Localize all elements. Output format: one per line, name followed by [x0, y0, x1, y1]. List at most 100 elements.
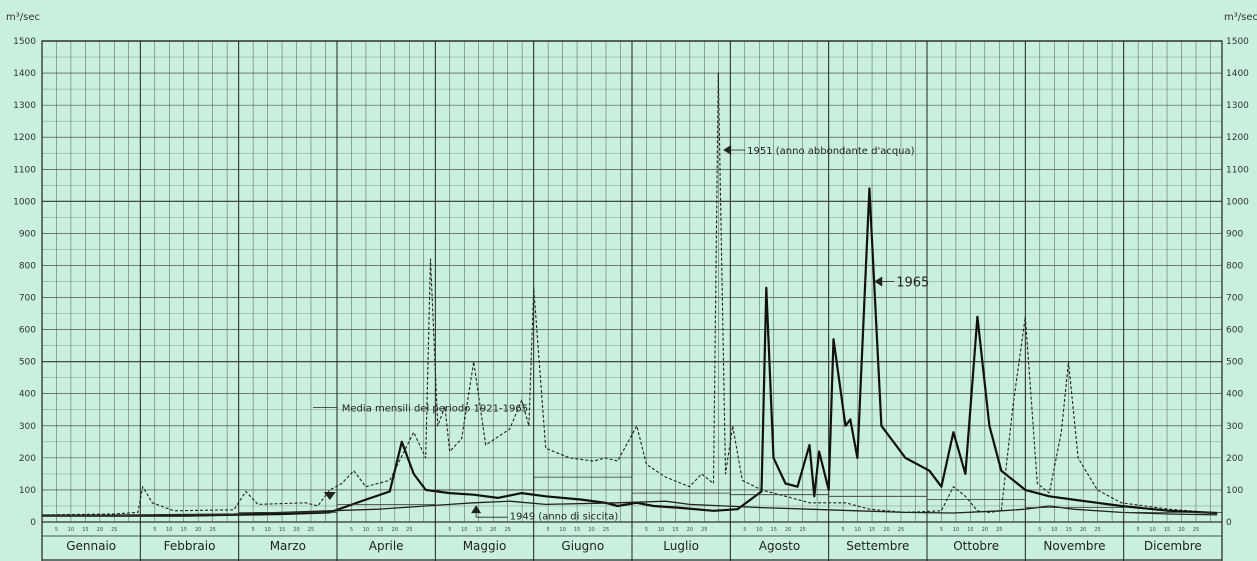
day-tick-label: 20 [1080, 527, 1086, 533]
y-tick-label-right: 800 [1226, 261, 1243, 271]
y-tick-label-left: 100 [19, 486, 36, 496]
day-tick-label: 15 [476, 527, 482, 533]
label-monthly-mean: Media mensili del periodo 1921-1965 [342, 404, 528, 415]
month-label: Ottobre [953, 539, 999, 553]
month-label: Marzo [270, 539, 306, 553]
day-tick-label: 5 [252, 527, 255, 533]
y-tick-label-right: 1300 [1226, 101, 1249, 111]
y-axis: 0 0 100 100 200 200 300 300 400 400 500 500 600 600 70… [13, 37, 1249, 528]
day-tick-label: 5 [1137, 527, 1140, 533]
day-tick-label: 5 [153, 527, 156, 533]
x-axis-months: 5 10 15 20 25 Gennaio 5 10 15 20 25 Febbraio 5 10 15 20… [55, 527, 1202, 553]
day-tick-label: 15 [869, 527, 875, 533]
y-tick-label-right: 300 [1226, 422, 1243, 432]
day-tick-label: 25 [308, 527, 314, 533]
y-tick-label-left: 1000 [13, 197, 36, 207]
y-tick-label-right: 900 [1226, 229, 1243, 239]
grid [41, 40, 1223, 561]
day-tick-label: 10 [264, 527, 270, 533]
day-tick-label: 5 [1038, 527, 1041, 533]
day-tick-label: 25 [504, 527, 510, 533]
month-label: Luglio [663, 539, 699, 553]
day-tick-label: 15 [574, 527, 580, 533]
arrow-1949 [471, 505, 482, 514]
y-tick-label-left: 300 [19, 422, 36, 432]
month-label: Maggio [463, 539, 507, 553]
day-tick-label: 5 [940, 527, 943, 533]
month-label: Giugno [561, 539, 604, 553]
y-tick-label-right: 500 [1226, 358, 1243, 368]
y-tick-label-right: 1500 [1226, 37, 1249, 47]
day-tick-label: 10 [363, 527, 369, 533]
day-tick-label: 10 [1149, 527, 1155, 533]
y-tick-label-right: 1100 [1226, 165, 1249, 175]
label-1951: 1951 (anno abbondante d'acqua) [747, 146, 915, 157]
series-line [41, 500, 1218, 517]
day-tick-label: 25 [603, 527, 609, 533]
day-tick-label: 15 [377, 527, 383, 533]
day-tick-label: 25 [799, 527, 805, 533]
month-label: Novembre [1043, 539, 1105, 553]
day-tick-label: 10 [559, 527, 565, 533]
day-tick-label: 5 [547, 527, 550, 533]
day-tick-label: 15 [82, 527, 88, 533]
day-tick-label: 25 [1193, 527, 1199, 533]
day-tick-label: 25 [406, 527, 412, 533]
y-tick-label-left: 200 [19, 454, 36, 464]
day-tick-label: 20 [293, 527, 299, 533]
day-tick-label: 10 [854, 527, 860, 533]
day-tick-label: 20 [97, 527, 103, 533]
label-1949: 1949 (anno di siccita) [510, 512, 619, 523]
y-tick-label-left: 1300 [13, 101, 36, 111]
y-tick-label-right: 400 [1226, 390, 1243, 400]
y-tick-label-left: 600 [19, 326, 36, 336]
y-unit-right: m³/sec [1224, 12, 1257, 23]
day-tick-label: 10 [166, 527, 172, 533]
day-tick-label: 10 [461, 527, 467, 533]
y-tick-label-right: 200 [1226, 454, 1243, 464]
y-unit-left: m³/sec [6, 12, 40, 23]
y-tick-label-left: 1100 [13, 165, 36, 175]
day-tick-label: 5 [743, 527, 746, 533]
annotations: 1951 (anno abbondante d'acqua) 1965 Media … [313, 145, 929, 523]
day-tick-label: 10 [953, 527, 959, 533]
day-tick-label: 20 [883, 527, 889, 533]
arrow-monthly-mean [323, 491, 336, 500]
day-tick-label: 10 [1051, 527, 1057, 533]
day-tick-label: 10 [756, 527, 762, 533]
y-tick-label-right: 1000 [1226, 197, 1249, 207]
day-tick-label: 25 [111, 527, 117, 533]
day-tick-label: 25 [701, 527, 707, 533]
y-tick-label-left: 1500 [13, 37, 36, 47]
y-tick-label-right: 0 [1226, 518, 1232, 528]
day-tick-label: 5 [448, 527, 451, 533]
day-tick-label: 5 [842, 527, 845, 533]
day-tick-label: 20 [490, 527, 496, 533]
day-tick-label: 20 [687, 527, 693, 533]
label-1965: 1965 [896, 276, 929, 291]
y-tick-label-right: 100 [1226, 486, 1243, 496]
day-tick-label: 10 [68, 527, 74, 533]
month-label: Settembre [846, 539, 909, 553]
plot-frame [41, 40, 1223, 561]
day-tick-label: 25 [1094, 527, 1100, 533]
arrow-1951 [723, 145, 732, 156]
day-tick-label: 20 [1178, 527, 1184, 533]
day-tick-label: 15 [181, 527, 187, 533]
y-tick-label-left: 700 [19, 294, 36, 304]
day-tick-label: 15 [771, 527, 777, 533]
day-tick-label: 20 [785, 527, 791, 533]
day-tick-label: 25 [996, 527, 1002, 533]
y-tick-label-left: 1400 [13, 69, 36, 79]
series-line [41, 72, 1218, 516]
day-tick-label: 5 [350, 527, 353, 533]
day-tick-label: 15 [967, 527, 973, 533]
series-group [41, 72, 1222, 517]
month-label: Febbraio [164, 539, 216, 553]
day-tick-label: 20 [588, 527, 594, 533]
month-label: Aprile [369, 539, 404, 553]
series-line [42, 187, 1218, 517]
y-tick-label-right: 1400 [1226, 69, 1249, 79]
day-tick-label: 20 [195, 527, 201, 533]
